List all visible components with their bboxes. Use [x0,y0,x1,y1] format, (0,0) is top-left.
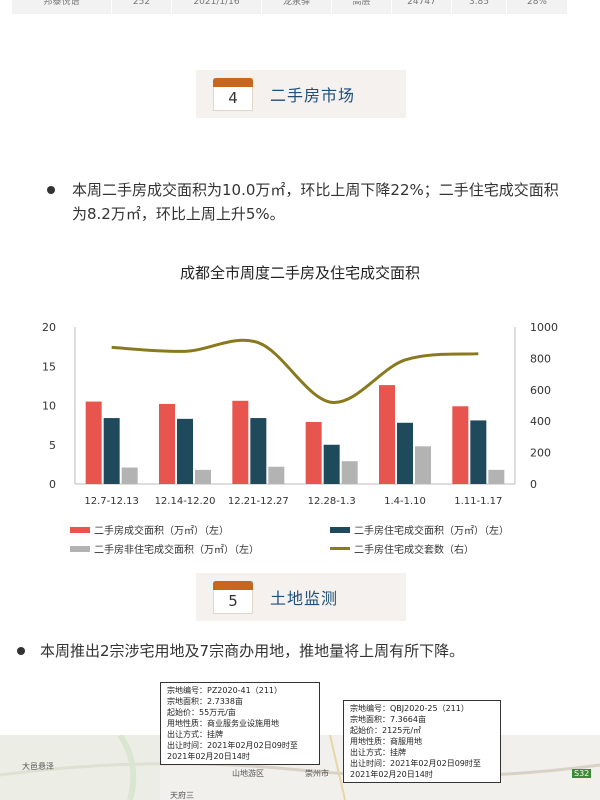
legend-swatch [70,526,90,533]
bar [85,401,102,484]
bar [488,469,505,484]
table-cell: 高层 [332,0,392,14]
series-line [111,338,479,404]
x-tick-label: 12.21-12.27 [228,496,289,507]
legend-item: 二手房成交面积（万㎡）（左） [70,522,229,537]
map-label: 崇州市 [305,769,329,778]
calendar-icon: 4 [213,78,253,111]
info-line: 用地性质：商服用地 [350,737,422,746]
bullet-icon [47,186,55,194]
info-line: 用地性质：商业服务业设施用地 [167,719,279,728]
bar [397,422,413,484]
bar [103,418,120,484]
x-tick-label: 12.28-1.3 [308,496,356,507]
map-roads [0,735,600,800]
legend-swatch [330,526,350,533]
legend-item: 二手房住宅成交面积（万㎡）（左） [330,522,509,537]
bar [268,466,285,484]
map-label: 大邑悬泽 [22,762,54,771]
info-line: 出让方式：挂牌 [167,730,223,739]
table-cell: 3.85 [452,0,507,14]
bar [323,444,340,484]
highway-badge: S32 [572,769,592,778]
section-header-5: 5 土地监测 [196,573,406,621]
y-tick-label-left: 15 [42,360,56,373]
legend-label: 二手房住宅成交面积（万㎡）（左） [354,526,509,537]
y-tick-label-left: 10 [42,400,56,413]
info-line: 宗地面积：7.3664亩 [350,715,426,724]
y-tick-label-right: 200 [530,447,551,460]
info-line: 出让时间：2021年02月02日09时至 [167,741,298,750]
bar [305,421,322,484]
bar [452,406,469,484]
legend-label: 二手房住宅成交套数（右） [354,545,474,556]
table-cell: 2021/1/16 [172,0,262,14]
y-tick-label-right: 600 [530,384,551,397]
table-cell: 252 [112,0,172,14]
bar [195,469,211,484]
legend-item: 二手房住宅成交套数（右） [330,541,474,556]
legend-item: 二手房非住宅成交面积（万㎡）（左） [70,541,259,556]
bar [177,418,193,484]
map-label: 天府三 [170,791,194,800]
x-tick-label: 1.4-1.10 [384,496,426,507]
map-label: 山地游区 [232,769,264,778]
info-line: 宗地面积：2.7338亩 [167,697,243,706]
legend-label: 二手房非住宅成交面积（万㎡）（左） [94,545,259,556]
section4-paragraph: 本周二手房成交面积为10.0万㎡，环比上周下降22%；二手住宅成交面积为8.2万… [72,181,559,223]
bullet-icon [17,647,25,655]
x-tick-label: 12.7-12.13 [84,496,139,507]
bar [250,418,267,484]
info-line: 出让方式：挂牌 [350,748,406,757]
land-info-box-2: 宗地编号：QBJ2020-25（211） 宗地面积：7.3664亩 起始价：21… [343,700,501,783]
table-cell: 28% [507,0,568,14]
y-tick-label-right: 1000 [530,321,558,334]
y-tick-label-right: 400 [530,415,551,428]
info-line: 起始价：2125元/㎡ [350,726,422,735]
info-line: 2021年02月20日14时 [167,752,250,761]
bar [470,420,487,484]
chart-title: 成都全市周度二手房及住宅成交面积 [179,264,420,282]
info-line: 宗地编号：PZ2020-41（211） [167,686,282,695]
legend-swatch [330,547,350,550]
bar [159,403,175,484]
table-cell: 龙泉驿 [262,0,332,14]
info-line: 宗地编号：QBJ2020-25（211） [350,704,469,713]
section-number: 4 [228,89,238,107]
bar [232,400,249,484]
section-title: 土地监测 [270,589,339,608]
table-cell: 邦泰悦语 [12,0,112,14]
y-tick-label-right: 800 [530,352,551,365]
top-table-row: 邦泰悦语 252 2021/1/16 龙泉驿 高层 24747 3.85 28% [12,0,568,14]
section-title: 二手房市场 [270,86,356,105]
y-tick-label-left: 20 [42,321,56,334]
y-tick-label-right: 0 [530,478,537,491]
section-header-4: 4 二手房市场 [196,70,406,118]
info-line: 2021年02月20日14时 [350,770,433,779]
calendar-icon: 5 [213,581,253,614]
y-tick-label-left: 0 [49,478,56,491]
bar [341,461,358,484]
bar [379,385,395,484]
info-line: 起始价：55万元/亩 [167,708,236,717]
section-number: 5 [228,592,238,610]
x-tick-label: 1.11-1.17 [454,496,502,507]
legend-swatch [70,545,90,552]
info-line: 出让时间：2021年02月02日09时至 [350,759,481,768]
section5-paragraph: 本周推出2宗涉宅用地及7宗商办用地，推地量将上周有所下降。 [40,642,465,660]
legend-label: 二手房成交面积（万㎡）（左） [94,526,229,537]
bar [121,467,138,484]
table-cell: 24747 [392,0,452,14]
bar [415,446,431,484]
land-info-box-1: 宗地编号：PZ2020-41（211） 宗地面积：2.7338亩 起始价：55万… [160,682,320,765]
x-tick-label: 12.14-12.20 [155,496,216,507]
y-tick-label-left: 5 [49,439,56,452]
